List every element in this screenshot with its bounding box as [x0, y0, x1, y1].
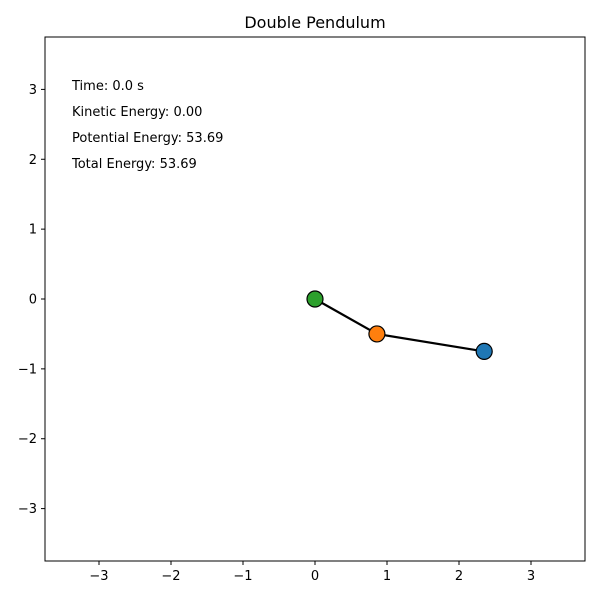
pivot-point [306, 290, 324, 308]
y-axis: −3 −2 −1 0 1 2 3 [18, 83, 45, 517]
x-tick-label: −1 [233, 569, 252, 584]
plot-frame [44, 36, 586, 562]
bob-2-point [475, 342, 493, 360]
y-tick-label: 3 [29, 83, 37, 98]
y-tick-label: −1 [18, 362, 37, 377]
y-tick-label: −2 [18, 432, 37, 447]
y-tick-label: 2 [29, 153, 37, 168]
x-axis: −3 −2 −1 0 1 2 3 [89, 561, 535, 584]
energy-info-panel: Time: 0.0 s Kinetic Energy: 0.00 Potential… [71, 79, 223, 172]
info-text: Total Energy: 53.69 [71, 157, 197, 172]
chart-title: Double Pendulum [244, 13, 385, 32]
x-tick-label: −3 [89, 569, 108, 584]
x-tick-label: 0 [311, 569, 319, 584]
info-text: Kinetic Energy: 0.00 [72, 105, 202, 120]
bob-1-point [368, 325, 386, 343]
pendulum-marks [306, 290, 493, 360]
y-tick-label: 0 [29, 293, 37, 308]
x-tick-label: −2 [161, 569, 180, 584]
x-tick-label: 1 [383, 569, 391, 584]
info-text: Potential Energy: 53.69 [72, 131, 223, 146]
x-tick-label: 2 [455, 569, 463, 584]
y-tick-label: −3 [18, 502, 37, 517]
info-text: Time: 0.0 s [71, 79, 144, 94]
x-tick-label: 3 [527, 569, 535, 584]
y-tick-label: 1 [29, 223, 37, 238]
